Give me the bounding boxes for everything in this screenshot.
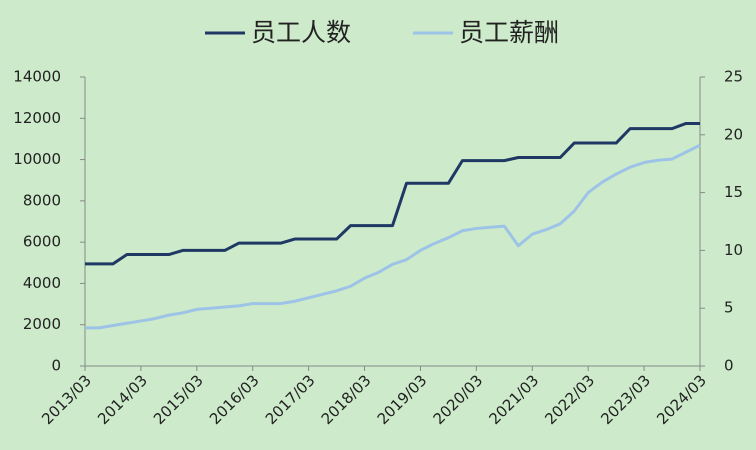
y-tick-label: 8000 xyxy=(23,191,61,209)
y2-tick-label: 15 xyxy=(724,183,743,201)
x-tick-label: 2017/03 xyxy=(262,371,319,428)
x-tick-label: 2016/03 xyxy=(206,371,263,428)
y-tick-label: 6000 xyxy=(23,233,61,251)
y2-tick-label: 5 xyxy=(724,299,734,317)
legend-label: 员工薪酬 xyxy=(459,18,559,47)
y2-tick-label: 0 xyxy=(724,357,734,375)
y-tick-label: 2000 xyxy=(23,315,61,333)
y-tick-label: 4000 xyxy=(23,274,61,292)
y-tick-label: 14000 xyxy=(13,68,61,86)
x-tick-label: 2019/03 xyxy=(374,371,431,428)
y2-tick-label: 25 xyxy=(724,68,743,86)
legend-label: 员工人数 xyxy=(251,18,351,47)
series-line xyxy=(85,143,701,330)
y2-tick-label: 20 xyxy=(724,125,743,143)
x-tick-label: 2020/03 xyxy=(430,371,487,428)
x-tick-label: 2015/03 xyxy=(150,371,207,428)
y-tick-label: 10000 xyxy=(13,150,61,168)
x-tick-label: 2022/03 xyxy=(541,371,598,428)
y-tick-label: 0 xyxy=(51,357,61,375)
x-tick-label: 2013/03 xyxy=(38,371,95,428)
x-tick-label: 2018/03 xyxy=(318,371,375,428)
legend: 员工人数 员工薪酬 xyxy=(205,18,559,47)
y2-tick-label: 10 xyxy=(724,241,743,259)
x-tick-label: 2024/03 xyxy=(653,371,710,428)
x-tick-label: 2021/03 xyxy=(485,371,542,428)
x-tick-label: 2023/03 xyxy=(597,371,654,428)
y-tick-label: 12000 xyxy=(13,109,61,127)
x-tick-label: 2014/03 xyxy=(94,371,151,428)
series-line xyxy=(85,121,700,266)
